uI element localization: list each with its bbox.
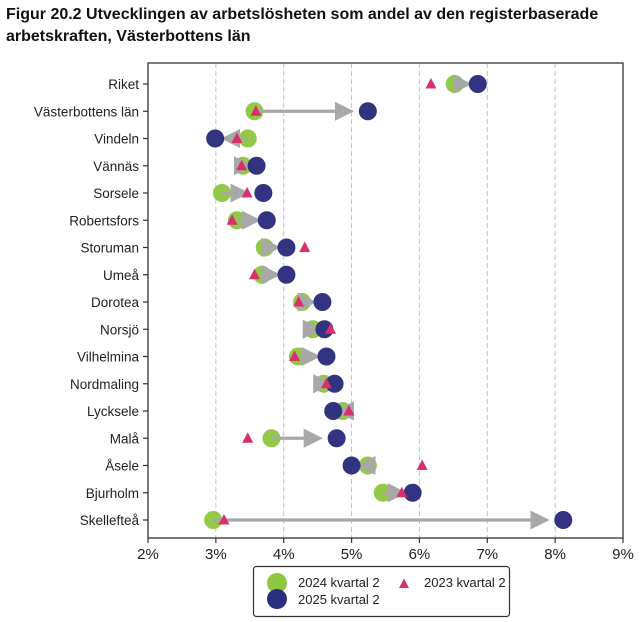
category-label: Sorsele [93,186,139,201]
point-2023 [289,350,301,361]
x-tick-label: 8% [544,546,566,563]
category-label: Riket [108,77,139,92]
category-label: Skellefteå [80,513,140,528]
category-label: Malå [110,431,140,446]
change-arrows [213,74,550,530]
point-2023 [242,432,254,443]
category-label: Nordmaling [70,377,139,392]
x-tick-label: 9% [612,546,634,563]
point-2025 [358,102,377,121]
legend-label-2023: 2023 kvartal 2 [424,575,506,590]
category-label: Robertsfors [69,213,139,228]
legend: 2024 kvartal 2 2025 kvartal 2 2023 kvartal… [252,565,511,618]
point-2025 [468,75,487,93]
point-2023 [320,377,332,389]
category-label: Vindeln [94,132,139,147]
x-tick-label: 7% [476,546,498,563]
point-2023 [293,296,305,307]
point-2023 [325,323,337,334]
category-label: Storuman [80,241,139,256]
axes: 2% 3% 4% 5% 6% 7% 8% 9% Riket Västerbottens län Vi… [34,62,634,563]
point-2025 [254,184,273,202]
legend-box [252,565,511,618]
legend-marker-2023 [399,578,409,589]
point-2023 [396,486,408,498]
point-2023 [226,214,238,225]
category-label: Vilhelmina [77,350,140,365]
point-2025 [277,265,296,284]
point-2025 [277,238,296,257]
point-2023 [250,105,262,116]
x-tick-label: 6% [409,546,431,563]
plot-frame [147,62,624,539]
points-2023 [218,78,437,525]
points-2025 [206,75,573,529]
grid-lines [215,63,556,538]
chart-title: Figur 20.2 Utvecklingen av arbetslöshete… [6,6,599,45]
legend-label-2025: 2025 kvartal 2 [298,592,380,607]
point-2023 [218,514,230,525]
point-2023 [299,241,311,252]
point-2023 [231,132,243,143]
point-2025 [324,402,343,420]
category-label: Åsele [105,459,139,474]
point-2025 [554,511,573,529]
point-2025 [247,156,266,175]
point-2025 [327,429,346,448]
point-2023 [416,459,428,470]
point-2025 [315,320,334,339]
legend-marker-2024 [267,573,287,593]
x-tick-label: 2% [137,546,159,563]
category-label: Dorotea [91,295,140,310]
point-2025 [403,483,422,502]
legend-marker-2025 [267,589,287,609]
category-label: Umeå [103,268,140,283]
legend-label-2024: 2024 kvartal 2 [298,575,380,590]
point-2025 [317,347,336,366]
x-tick-label: 4% [273,546,295,563]
point-2025 [313,293,332,311]
point-2023 [249,268,261,280]
point-2025 [325,374,344,393]
point-2025 [206,129,225,148]
point-2023 [236,159,248,171]
category-label: Bjurholm [86,486,139,501]
x-tick-label: 5% [341,546,363,563]
category-label: Norsjö [100,322,139,337]
category-label: Västerbottens län [34,104,139,119]
x-tick-label: 3% [205,546,227,563]
point-2023 [241,187,253,198]
data-points [204,75,464,529]
category-label: Lycksele [87,404,139,419]
point-2023 [425,78,437,89]
point-2025 [342,456,361,475]
point-2023 [343,405,355,416]
point-2025 [257,211,276,230]
category-label: Vännäs [93,159,139,174]
